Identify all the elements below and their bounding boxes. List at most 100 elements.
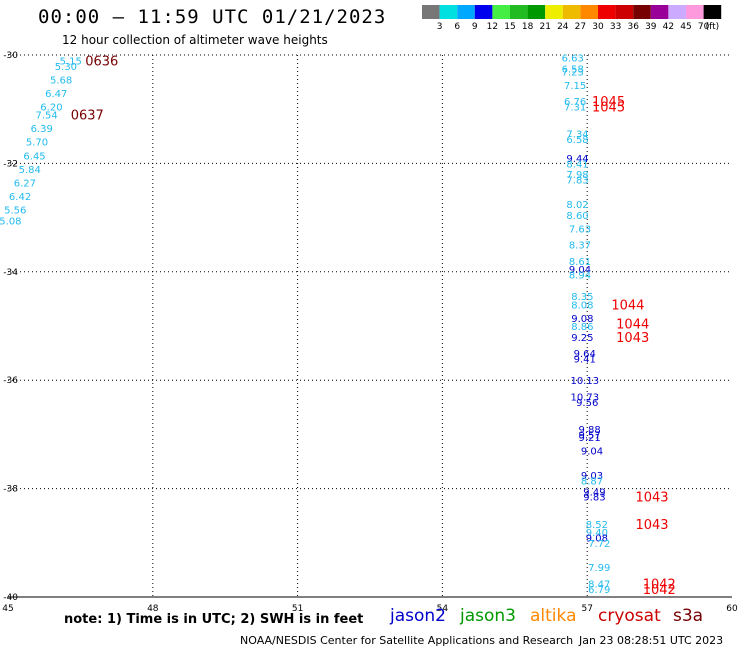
colorbar-swatch [457, 5, 475, 19]
swh-value-label: 6.76 [564, 97, 586, 108]
swh-value-label: 8.08 [571, 300, 593, 311]
x-tick-label: 57 [581, 604, 592, 614]
swh-value-label: 7.72 [588, 539, 610, 550]
legend-cryosat: cryosat [598, 606, 661, 626]
swh-value-label: 5.68 [50, 75, 72, 86]
colorbar-tick: 70 [698, 22, 710, 32]
colorbar-swatch [474, 5, 493, 19]
colorbar-swatch [615, 5, 634, 19]
colorbar-swatch [598, 5, 616, 19]
swh-value-label: 9.57 [578, 430, 600, 441]
legend-jason3: jason3 [460, 606, 516, 626]
swh-value-label: 6.58 [562, 65, 584, 76]
colorbar-tick: 12 [487, 22, 498, 32]
swh-value-label: 8.87 [581, 476, 603, 487]
time-label: 1044 [611, 298, 644, 313]
colorbar-tick: 27 [575, 22, 586, 32]
swh-value-label: 7.99 [588, 563, 610, 574]
colorbar-swatch [703, 5, 722, 19]
swh-value-label: 8.60 [566, 211, 588, 222]
swh-value-label: 6.42 [9, 192, 31, 203]
swh-value-label: 8.52 [586, 520, 608, 531]
swh-value-label: 9.56 [576, 398, 598, 409]
swh-value-label: 10.13 [570, 376, 599, 387]
swh-value-label: 6.39 [31, 124, 53, 135]
swh-value-label: 7.34 [566, 130, 588, 141]
swh-value-label: 9.41 [574, 355, 596, 366]
time-label: 1043 [616, 331, 649, 346]
colorbar-swatch [686, 5, 704, 19]
swh-value-label: 8.86 [571, 322, 593, 333]
swh-value-label: 9.08 [586, 533, 608, 544]
swh-value-label: 9.08 [571, 314, 593, 325]
swh-value-label: 5.56 [4, 205, 26, 216]
swh-value-label: 9.49 [583, 487, 605, 498]
swh-value-label: 7.31 [564, 102, 586, 113]
colorbar-tick: 45 [680, 22, 691, 32]
colorbar-tick: 30 [592, 22, 604, 32]
colorbar-swatch [492, 5, 510, 19]
colorbar-tick: 33 [610, 22, 621, 32]
x-tick-label: 48 [147, 604, 159, 614]
swh-value-label: 6.63 [562, 54, 584, 65]
colorbar-swatch [527, 5, 546, 19]
swh-value-label: 7.15 [564, 81, 586, 92]
colorbar-tick: 3 [437, 22, 443, 32]
x-tick-label: 60 [726, 604, 738, 614]
time-label: 1045 [592, 100, 625, 115]
time-label: 1043 [635, 491, 668, 506]
swh-value-label: 6.79 [588, 585, 610, 596]
colorbar-tick: 18 [522, 22, 534, 32]
colorbar-tick: 24 [557, 22, 569, 32]
swh-value-label: 9.04 [569, 265, 591, 276]
y-tick-label: -38 [3, 485, 18, 495]
colorbar-swatch [439, 5, 458, 19]
colorbar-swatch [580, 5, 598, 19]
time-label: 1042 [643, 583, 676, 598]
x-tick-label: 54 [437, 604, 449, 614]
legend-s3a: s3a [673, 606, 704, 626]
swh-value-label: 6.45 [23, 151, 45, 162]
colorbar-swatch [650, 5, 669, 19]
swh-value-label: 8.02 [566, 200, 588, 211]
swh-value-label: 8.41 [566, 159, 588, 170]
legend-jason2: jason2 [390, 606, 446, 626]
colorbar-swatch [510, 5, 528, 19]
time-label: 1045 [592, 95, 625, 110]
swh-value-label: 9.88 [578, 425, 600, 436]
swh-value-label: 9.83 [583, 493, 605, 504]
footer-note: note: 1) Time is in UTC; 2) SWH is in fe… [64, 612, 364, 627]
colorbar-tick: 15 [504, 22, 515, 32]
swh-value-label: 8.94 [569, 271, 591, 282]
time-label: 1042 [643, 577, 676, 592]
swh-value-label: 7.63 [569, 224, 591, 235]
swh-value-label: 5.84 [19, 165, 41, 176]
swh-value-label: 9.40 [586, 528, 608, 539]
swh-value-label: 9.04 [581, 447, 603, 458]
x-tick-label: 45 [2, 604, 13, 614]
colorbar-swatch [422, 5, 440, 19]
y-tick-label: -36 [3, 376, 18, 386]
colorbar-swatch [633, 5, 651, 19]
swh-value-label: 8.47 [588, 579, 610, 590]
page-title: 00:00 – 11:59 UTC 01/21/2023 [38, 6, 387, 28]
time-label: 0637 [71, 109, 104, 124]
y-tick-label: -40 [3, 593, 18, 603]
colorbar-tick: 21 [539, 22, 550, 32]
generated-timestamp: Jan 23 08:28:51 UTC 2023 [579, 634, 724, 647]
colorbar-unit: (ft) [706, 22, 720, 32]
colorbar-tick: 42 [663, 22, 674, 32]
swh-value-label: 8.35 [571, 292, 593, 303]
swh-value-label: 6.20 [40, 102, 62, 113]
swh-value-label: 9.03 [581, 471, 603, 482]
swh-value-label: 7.23 [562, 67, 584, 78]
swh-value-label: 9.44 [566, 154, 588, 165]
wave-height-plot: 45 48 51 54 57 60 -30 -32 -34 -36 -38 -40 5.155.30 5.… [0, 51, 738, 614]
time-label: 1043 [635, 518, 668, 533]
colorbar-tick: 6 [454, 22, 460, 32]
colorbar-tick: 39 [645, 22, 657, 32]
swh-value-label: 10.73 [570, 392, 599, 403]
swh-value-label: 5.30 [55, 62, 77, 73]
swh-value-label: 5.08 [0, 216, 22, 227]
